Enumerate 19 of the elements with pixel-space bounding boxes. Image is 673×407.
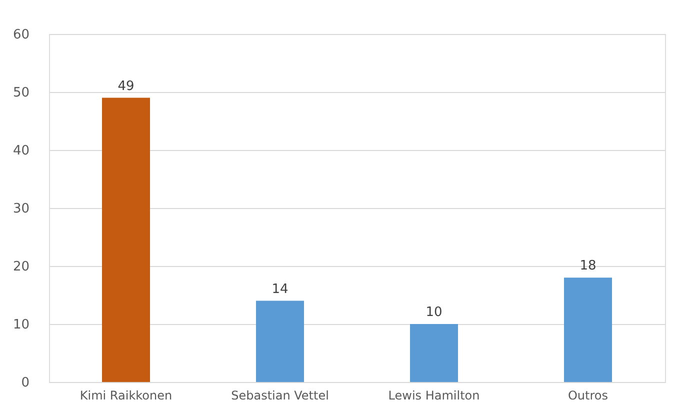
y-tick-label: 50 (12, 86, 30, 100)
x-tick-label: Sebastian Vettel (231, 388, 329, 402)
data-label: 10 (426, 305, 442, 320)
data-label: 14 (272, 282, 288, 297)
y-tick-label: 0 (21, 376, 30, 390)
y-tick-label: 60 (12, 28, 30, 42)
x-tick-label: Kimi Raikkonen (80, 388, 172, 402)
x-tick-label: Lewis Hamilton (388, 388, 480, 402)
bar (256, 300, 304, 382)
bar (102, 98, 150, 382)
y-tick-label: 40 (12, 144, 30, 158)
y-tick-label: 20 (12, 260, 30, 274)
x-tick-label: Outros (568, 388, 608, 402)
y-tick-label: 10 (12, 318, 30, 332)
data-label: 49 (118, 78, 134, 94)
data-label: 18 (580, 258, 596, 274)
bar (564, 278, 612, 382)
y-tick-label: 30 (12, 202, 30, 216)
bar (410, 324, 458, 382)
